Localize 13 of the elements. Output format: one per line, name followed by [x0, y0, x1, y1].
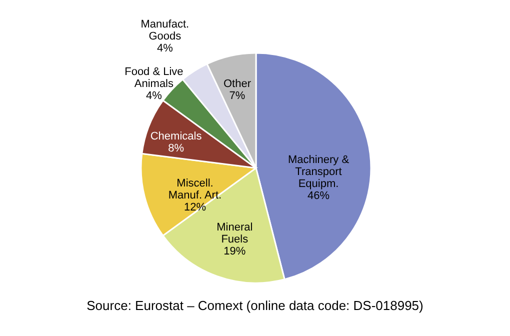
slice-label: Manufact. Goods [140, 18, 190, 42]
data-label: 4% [146, 90, 162, 102]
data-label: 46% [307, 190, 330, 202]
slice-label: Machinery & Transport Equipm. [288, 154, 350, 190]
slice-label: Chemicals [150, 130, 202, 142]
slice-label: Other [223, 78, 252, 90]
slice-label: Mineral Fuels [216, 221, 253, 246]
data-label: 19% [224, 245, 246, 258]
data-label: 8% [168, 142, 184, 154]
data-label: 7% [229, 90, 246, 102]
slice-label: Food & Live Animals [124, 66, 184, 90]
data-label: 4% [156, 42, 174, 54]
source-note: Source: Eurostat – Comext (online data code: DS-018995) [86, 298, 424, 313]
